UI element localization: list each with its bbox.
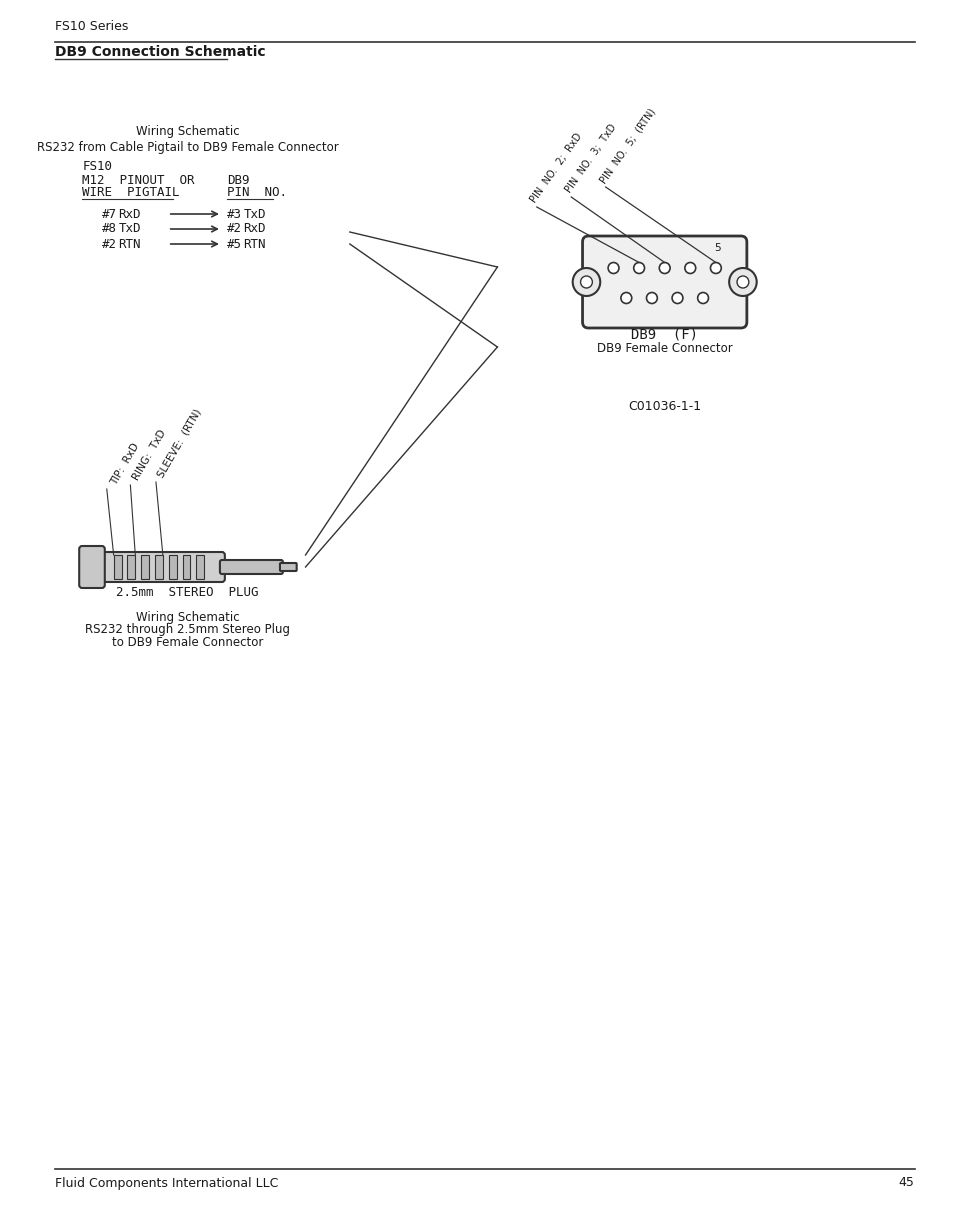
Text: DB9: DB9	[227, 173, 249, 187]
Circle shape	[580, 276, 592, 288]
Circle shape	[633, 263, 644, 274]
Circle shape	[684, 263, 695, 274]
Text: RS232 through 2.5mm Stereo Plug: RS232 through 2.5mm Stereo Plug	[85, 623, 290, 637]
Bar	[182, 555, 191, 579]
Text: #7: #7	[102, 207, 116, 221]
Text: #2: #2	[227, 222, 241, 236]
Text: #2: #2	[102, 238, 116, 250]
Text: 5: 5	[714, 243, 720, 253]
Text: PIN  NO.: PIN NO.	[227, 187, 287, 200]
Text: RS232 from Cable Pigtail to DB9 Female Connector: RS232 from Cable Pigtail to DB9 Female C…	[36, 141, 338, 153]
Text: PIN  NO.  5;  (RTN): PIN NO. 5; (RTN)	[598, 107, 657, 185]
Bar	[113, 555, 121, 579]
Text: #8: #8	[102, 222, 116, 236]
Text: Fluid Components International LLC: Fluid Components International LLC	[54, 1177, 277, 1189]
Text: DB9  (F): DB9 (F)	[631, 328, 698, 341]
Circle shape	[737, 276, 748, 288]
Text: #5: #5	[227, 238, 241, 250]
Text: RTN: RTN	[118, 238, 141, 250]
FancyBboxPatch shape	[79, 546, 105, 588]
Text: Wiring Schematic: Wiring Schematic	[135, 611, 239, 623]
Text: 45: 45	[898, 1177, 914, 1189]
Text: Wiring Schematic: Wiring Schematic	[135, 125, 239, 139]
FancyBboxPatch shape	[220, 560, 283, 574]
Circle shape	[620, 292, 631, 303]
Text: TxD: TxD	[118, 222, 141, 236]
Bar	[128, 555, 135, 579]
Text: RxD: RxD	[243, 222, 266, 236]
Bar	[169, 555, 176, 579]
Text: DB9 Connection Schematic: DB9 Connection Schematic	[54, 45, 265, 59]
Text: PIN  NO.  2;  RxD: PIN NO. 2; RxD	[528, 131, 584, 205]
Text: TxD: TxD	[243, 207, 266, 221]
Circle shape	[607, 263, 618, 274]
FancyBboxPatch shape	[279, 563, 296, 571]
Circle shape	[659, 263, 669, 274]
Bar	[154, 555, 163, 579]
Text: PIN  NO.  3;  TxD: PIN NO. 3; TxD	[563, 123, 618, 195]
Text: RING:  TxD: RING: TxD	[132, 428, 168, 482]
Circle shape	[572, 267, 599, 296]
Text: SLEEVE:  (RTN): SLEEVE: (RTN)	[155, 407, 203, 479]
Text: to DB9 Female Connector: to DB9 Female Connector	[112, 637, 263, 649]
FancyBboxPatch shape	[582, 236, 746, 328]
FancyBboxPatch shape	[91, 552, 225, 582]
Circle shape	[728, 267, 756, 296]
Circle shape	[710, 263, 720, 274]
Text: FS10: FS10	[82, 161, 112, 173]
Text: RxD: RxD	[118, 207, 141, 221]
Bar	[141, 555, 149, 579]
Text: WIRE  PIGTAIL: WIRE PIGTAIL	[82, 187, 179, 200]
Text: DB9 Female Connector: DB9 Female Connector	[597, 342, 732, 356]
Text: #3: #3	[227, 207, 241, 221]
Text: RTN: RTN	[243, 238, 266, 250]
Circle shape	[646, 292, 657, 303]
Text: C01036-1-1: C01036-1-1	[627, 400, 700, 413]
Text: TIP:  RxD: TIP: RxD	[109, 442, 141, 487]
Text: 2.5mm  STEREO  PLUG: 2.5mm STEREO PLUG	[116, 585, 258, 599]
Text: FS10 Series: FS10 Series	[54, 21, 128, 33]
Circle shape	[697, 292, 708, 303]
Text: M12  PINOUT  OR: M12 PINOUT OR	[82, 173, 194, 187]
Bar	[196, 555, 204, 579]
Circle shape	[671, 292, 682, 303]
